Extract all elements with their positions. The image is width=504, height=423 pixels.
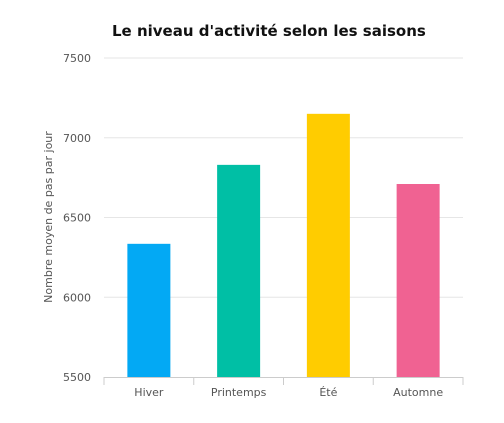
- x-tick-label: Printemps: [211, 386, 267, 399]
- y-tick-label: 5500: [63, 371, 91, 384]
- y-tick-label: 6500: [63, 212, 91, 225]
- bar: [306, 113, 350, 377]
- bar: [127, 243, 171, 377]
- y-tick-label: 6000: [63, 291, 91, 304]
- y-axis-title: Nombre moyen de pas par jour: [42, 131, 55, 303]
- chart-title: Le niveau d'activité selon les saisons: [112, 22, 426, 40]
- x-tick-label: Hiver: [134, 386, 164, 399]
- bar: [217, 164, 261, 377]
- bar: [396, 184, 440, 377]
- y-tick-label: 7000: [63, 132, 91, 145]
- x-tick-label: Automne: [393, 386, 443, 399]
- x-tick-label: Été: [319, 386, 337, 399]
- y-tick-label: 7500: [63, 52, 91, 65]
